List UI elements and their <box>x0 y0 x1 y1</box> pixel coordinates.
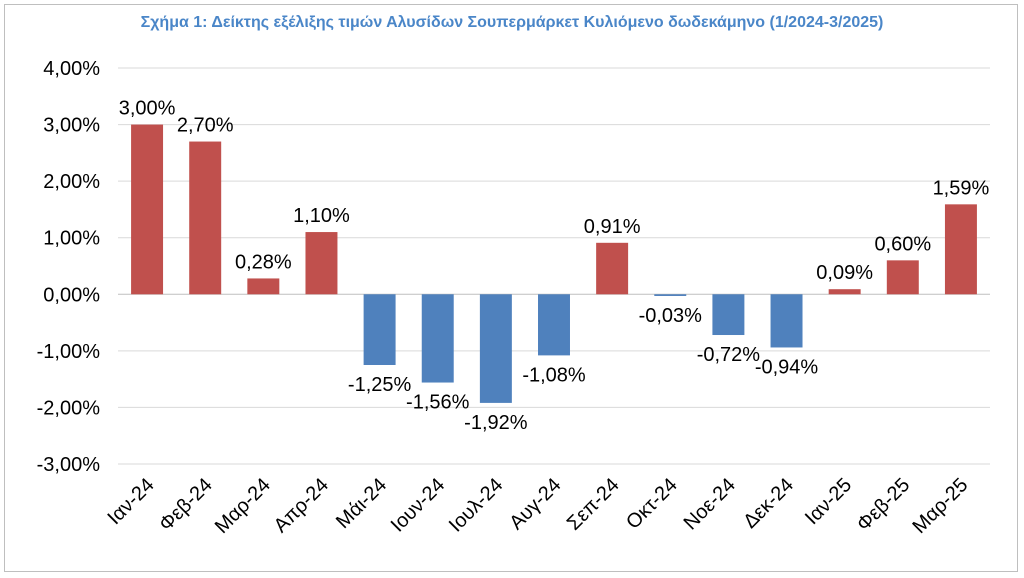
x-tick-label: Δεκ-24 <box>739 474 798 533</box>
bar <box>421 294 454 383</box>
x-tick-label: Μάι-24 <box>332 474 391 533</box>
bar <box>712 294 745 336</box>
y-tick-label: 3,00% <box>43 115 100 137</box>
y-tick-label: 1,00% <box>43 228 100 250</box>
data-label: 0,91% <box>584 216 641 238</box>
bar <box>305 232 338 295</box>
x-tick-label: Απρ-24 <box>270 474 333 537</box>
data-label: 0,09% <box>816 262 873 284</box>
x-tick-label: Ιαν-24 <box>103 474 158 529</box>
bar <box>654 294 687 296</box>
bar <box>770 294 803 348</box>
x-tick-label: Νοε-24 <box>680 474 740 534</box>
data-label: 1,10% <box>293 205 350 227</box>
x-tick-label: Ιουλ-24 <box>445 474 508 537</box>
y-tick-label: 2,00% <box>43 171 100 193</box>
x-tick-label: Ιουν-24 <box>387 474 450 537</box>
bar <box>131 124 164 295</box>
bar <box>944 204 977 295</box>
x-tick-label: Φεβ-25 <box>853 474 915 536</box>
data-label: -1,08% <box>522 364 586 386</box>
y-tick-label: 0,00% <box>43 284 100 306</box>
data-label: 2,70% <box>177 115 234 137</box>
data-label: -1,92% <box>464 412 528 434</box>
bar <box>828 289 861 295</box>
data-label: 0,28% <box>235 251 292 273</box>
data-label: -1,25% <box>348 374 412 396</box>
data-label: -1,56% <box>406 392 470 414</box>
data-label: -0,72% <box>697 344 761 366</box>
y-tick-label: -1,00% <box>37 341 101 363</box>
bar <box>479 294 512 403</box>
chart-frame <box>4 4 1018 572</box>
data-label: 1,59% <box>933 177 990 199</box>
x-tick-label: Αυγ-24 <box>505 474 565 534</box>
x-tick-label: Μαρ-25 <box>908 474 972 538</box>
data-label: -0,03% <box>639 305 703 327</box>
bar <box>596 242 629 295</box>
chart-title: Σχήμα 1: Δείκτης εξέλιξης τιμών Αλυσίδων… <box>140 14 884 31</box>
bar <box>538 294 570 356</box>
x-tick-label: Μαρ-24 <box>211 474 275 538</box>
data-label: 3,00% <box>119 98 176 120</box>
x-tick-label: Σεπ-24 <box>563 474 624 535</box>
x-tick-label: Οκτ-24 <box>622 474 682 534</box>
data-label: 0,60% <box>874 233 931 255</box>
x-tick-label: Φεβ-24 <box>155 474 217 536</box>
bar <box>886 260 919 295</box>
data-label: -0,94% <box>755 356 819 378</box>
bar <box>363 294 396 365</box>
y-tick-label: 4,00% <box>43 58 100 80</box>
y-tick-label: -3,00% <box>37 454 101 476</box>
bar <box>189 141 222 295</box>
x-tick-label: Ιαν-25 <box>801 474 856 529</box>
y-tick-label: -2,00% <box>37 397 101 419</box>
bar <box>247 278 280 295</box>
